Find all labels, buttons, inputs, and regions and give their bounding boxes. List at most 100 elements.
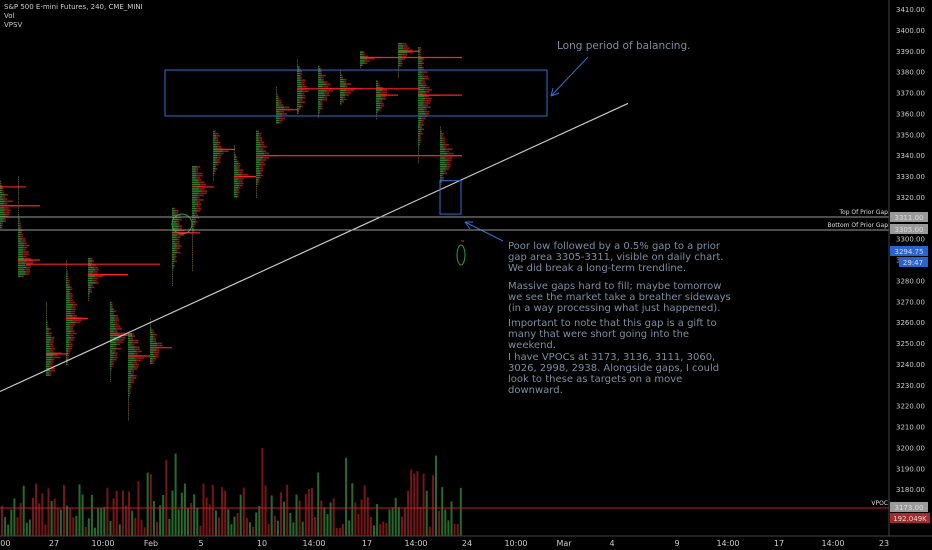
profile-bar-buy [276,106,285,109]
volume-bar [242,487,245,536]
volume-bar [397,507,400,536]
profile-bar-buy [110,306,112,308]
profile-bar-buy [192,210,197,212]
profile-bar-buy [0,218,4,220]
profile-bar-sell [217,161,221,163]
profile-bar-buy [0,222,2,225]
profile-bar-buy [110,374,111,376]
profile-bar-buy [150,325,151,327]
profile-bar-buy [0,207,5,209]
profile-bar-sell [111,365,113,368]
long-term-trendline[interactable] [0,102,629,393]
annotations [0,56,629,393]
profile-bar-sell [110,369,112,372]
profile-bar-buy [418,130,420,133]
volume-bar [134,517,137,536]
profile-bar-sell [217,146,222,148]
profile-bar-buy [128,348,134,351]
profile-bar-sell [90,262,93,264]
time-axis[interactable]: :00 27 10:00 Feb 5 10 14:00 17 14:00 24 10:00 Mar 4 9… [0,539,889,548]
profile-bar-sell [195,168,199,170]
profile-bar-sell [19,218,21,220]
profile-bar-sell [400,62,403,65]
price-tick-label: 3390.00 [896,48,925,56]
profile-bar-buy [128,372,132,375]
profile-bar-sell [302,86,307,88]
profile-bar-buy [172,278,173,280]
volume-bar [125,505,127,536]
profile-bar-sell [135,346,140,348]
profile-bar-buy [66,301,70,304]
profile-bar-buy [192,199,198,201]
volume-bar [50,500,53,536]
trendline-break-circle[interactable] [171,213,193,235]
profile-bar-sell [362,64,364,67]
profile-bar-sell [380,91,387,94]
profile-bar-buy [213,168,216,170]
profile-bar-buy [318,109,319,112]
profile-bar-sell [134,366,139,368]
profile-bar-sell [238,162,241,165]
profile-bar-buy [192,227,194,230]
balancing-box[interactable] [164,69,548,117]
profile-bar-sell [178,218,182,221]
volume-bar [1,505,3,536]
gap-box[interactable] [439,180,462,215]
profile-bar-buy [418,62,422,65]
profile-bar-sell [1,224,3,227]
volume-bar [444,509,447,536]
profile-bar-buy [172,249,176,252]
profile-bar-buy [192,166,198,168]
profile-bar-sell [71,330,75,332]
volume-indicator-label[interactable]: Vol [4,12,15,20]
profile-bar-buy [213,152,220,155]
profile-bar-buy [66,273,67,275]
profile-bar-buy [66,361,68,363]
profile-bar-buy [88,268,96,271]
profile-bar-buy [46,341,50,343]
profile-bar-sell [130,379,134,381]
profile-bar-sell [111,312,114,315]
profile-bar-buy [0,213,6,216]
profile-bar-buy [66,352,69,354]
profile-bar-buy [172,227,178,230]
profile-bar-sell [51,347,55,350]
profile-bar-buy [128,335,133,337]
profile-bar-buy [297,112,299,114]
profile-bar-buy [418,126,421,128]
profile-bar-sell [132,368,137,370]
profile-bar-buy [192,214,196,217]
volume-bar [187,508,189,536]
profile-bar-sell [175,236,181,238]
profile-bar-sell [259,176,262,179]
profile-bar-buy [18,233,20,236]
profile-bar-sell [442,137,446,139]
profile-bar-buy [318,98,323,101]
profile-bar-sell [279,117,285,120]
profile-bar-buy [256,165,260,168]
poor-low-ellipse[interactable] [456,244,466,266]
profile-bar-buy [297,92,302,95]
profile-bar-buy [213,154,218,157]
volume-bar [193,494,196,536]
profile-bar-buy [0,187,2,189]
profile-bar-sell [53,352,62,354]
profile-bar-sell [258,139,262,141]
profile-bar-sell [195,170,198,173]
profile-bar-buy [128,344,131,346]
vpsv-indicator-label[interactable]: VPSV [4,21,23,29]
profile-bar-sell [23,249,26,251]
profile-bar-sell [68,350,71,352]
profile-bar-buy [276,99,279,102]
profile-bar-buy [172,238,177,241]
profile-bar-buy [110,380,111,383]
profile-bar-sell [418,152,419,155]
profile-bar-buy [276,91,277,93]
price-axis[interactable]: 3180.00 3190.00 3200.00 3210.00 3220.00 3230.… [896,6,925,494]
profile-bar-sell [73,304,77,306]
profile-bar-buy [172,265,174,267]
profile-bar-buy [297,103,299,106]
profile-bar-sell [132,335,136,337]
profile-bar-buy [234,187,239,189]
